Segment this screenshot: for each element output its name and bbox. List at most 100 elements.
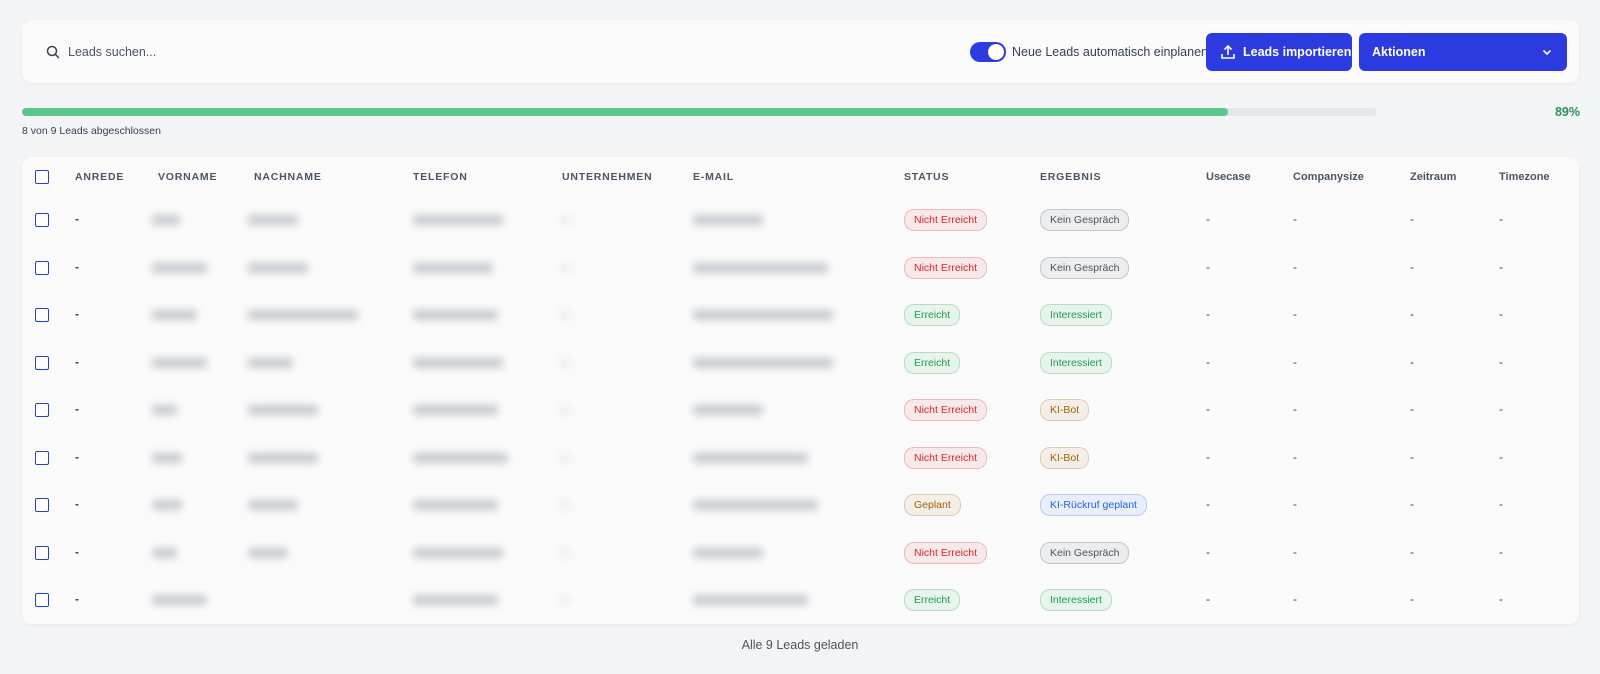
column-header: Zeitraum <box>1410 171 1457 183</box>
cell-companysize: - <box>1293 544 1297 559</box>
cell-timezone: - <box>1499 449 1503 464</box>
row-checkbox[interactable] <box>35 498 49 512</box>
row-checkbox[interactable] <box>35 403 49 417</box>
row-checkbox[interactable] <box>35 545 49 560</box>
column-header: STATUS <box>904 171 950 183</box>
blurred-cell <box>152 547 177 558</box>
column-header: NACHNAME <box>254 171 322 183</box>
blurred-cell <box>248 452 318 463</box>
blurred-cell <box>152 310 197 320</box>
cell-companysize: - <box>1293 592 1297 606</box>
cell-anrede: - <box>75 307 79 321</box>
blurred-cell <box>693 310 833 320</box>
actions-button[interactable]: Aktionen <box>1359 33 1567 71</box>
row-checkbox[interactable] <box>35 308 49 322</box>
blurred-cell <box>152 595 207 605</box>
blurred-cell <box>413 310 498 320</box>
cell-zeitraum: - <box>1410 212 1414 226</box>
import-label: Leads importieren <box>1243 45 1352 59</box>
blurred-cell <box>693 215 763 225</box>
cell-zeitraum: - <box>1410 402 1414 416</box>
blurred-cell <box>248 547 288 558</box>
blurred-cell <box>693 262 828 273</box>
cell-companysize: - <box>1293 497 1297 511</box>
blurred-cell <box>248 215 298 225</box>
cell-anrede: - <box>75 497 79 511</box>
cell-zeitraum: - <box>1410 259 1414 274</box>
blurred-cell <box>413 452 508 463</box>
status-badge: Nicht Erreicht <box>904 446 988 469</box>
row-checkbox[interactable] <box>35 260 49 275</box>
search-box[interactable]: Leads suchen... <box>36 36 246 68</box>
cell-companysize: - <box>1293 402 1297 416</box>
blurred-cell <box>152 405 177 415</box>
blurred-cell <box>413 547 503 558</box>
cell-zeitraum: - <box>1410 449 1414 464</box>
cell-timezone: - <box>1499 259 1503 274</box>
ergebnis-badge: Interessiert <box>1040 304 1112 326</box>
cell-anrede: - <box>75 592 79 606</box>
ergebnis-badge: Kein Gespräch <box>1040 541 1130 564</box>
column-header: E-MAIL <box>693 171 734 183</box>
cell-usecase: - <box>1206 212 1210 226</box>
cell-zeitraum: - <box>1410 307 1414 321</box>
cell-zeitraum: - <box>1410 592 1414 606</box>
cell-zeitraum: - <box>1410 497 1414 511</box>
blurred-cell <box>560 452 570 463</box>
cell-usecase: - <box>1206 259 1210 274</box>
status-badge: Nicht Erreicht <box>904 541 988 564</box>
ergebnis-badge: Kein Gespräch <box>1040 256 1130 279</box>
blurred-cell <box>248 357 293 368</box>
actions-label: Aktionen <box>1372 45 1426 59</box>
ergebnis-badge: KI-Bot <box>1040 399 1090 421</box>
auto-schedule-toggle[interactable] <box>970 42 1006 62</box>
cell-anrede: - <box>75 259 79 274</box>
blurred-cell <box>152 215 180 225</box>
blurred-cell <box>248 405 318 415</box>
blurred-cell <box>248 262 308 273</box>
progress-caption: 8 von 9 Leads abgeschlossen <box>22 125 161 137</box>
column-header: Companysize <box>1293 171 1364 183</box>
row-checkbox[interactable] <box>35 593 49 607</box>
cell-companysize: - <box>1293 449 1297 464</box>
status-badge: Erreicht <box>904 304 961 326</box>
status-badge: Nicht Erreicht <box>904 209 988 231</box>
blurred-cell <box>693 595 808 605</box>
cell-anrede: - <box>75 212 79 226</box>
blurred-cell <box>693 452 808 463</box>
cell-anrede: - <box>75 402 79 416</box>
row-checkbox[interactable] <box>35 213 49 227</box>
cell-timezone: - <box>1499 402 1503 416</box>
row-checkbox[interactable] <box>35 355 49 370</box>
search-icon <box>46 45 60 59</box>
blurred-cell <box>413 357 503 368</box>
select-all-checkbox[interactable] <box>35 170 49 184</box>
column-header: UNTERNEHMEN <box>562 171 653 183</box>
blurred-cell <box>413 595 498 605</box>
blurred-cell <box>560 262 570 273</box>
blurred-cell <box>693 357 833 368</box>
blurred-cell <box>560 310 570 320</box>
ergebnis-badge: KI-Bot <box>1040 446 1090 469</box>
import-button[interactable]: Leads importieren <box>1206 33 1352 71</box>
progress-percent: 89% <box>1554 105 1580 119</box>
blurred-cell <box>560 595 570 605</box>
column-header: ERGEBNIS <box>1040 171 1102 183</box>
leads-table <box>22 157 1579 624</box>
status-badge: Nicht Erreicht <box>904 256 988 279</box>
status-badge: Nicht Erreicht <box>904 399 988 421</box>
blurred-cell <box>693 500 818 510</box>
row-checkbox[interactable] <box>35 450 49 465</box>
blurred-cell <box>248 500 298 510</box>
column-header: ANREDE <box>75 171 125 183</box>
column-header: VORNAME <box>158 171 218 183</box>
cell-companysize: - <box>1293 354 1297 369</box>
blurred-cell <box>413 262 493 273</box>
footer-status: Alle 9 Leads geladen <box>741 638 859 652</box>
cell-timezone: - <box>1499 212 1503 226</box>
blurred-cell <box>248 310 358 320</box>
blurred-cell <box>152 357 207 368</box>
cell-timezone: - <box>1499 592 1503 606</box>
ergebnis-badge: KI-Rückruf geplant <box>1040 494 1147 516</box>
